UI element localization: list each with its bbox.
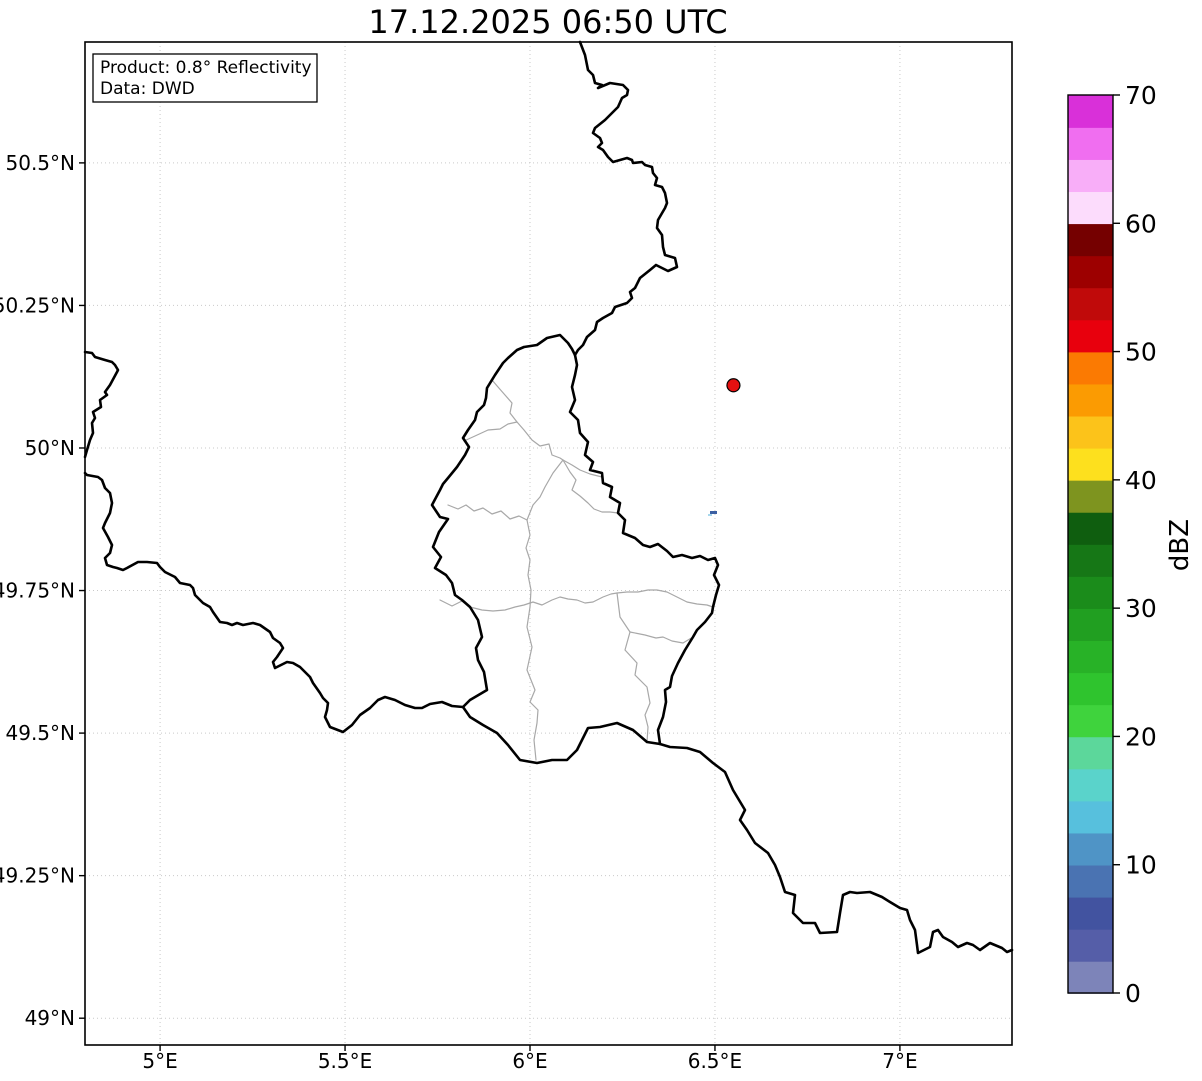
colorbar-band bbox=[1068, 768, 1113, 802]
colorbar-band bbox=[1068, 191, 1113, 225]
y-tick-label: 49°N bbox=[25, 1006, 75, 1030]
colorbar-band bbox=[1068, 511, 1113, 545]
colorbar-tick-label: 30 bbox=[1125, 594, 1157, 623]
y-tick-label: 49.25°N bbox=[0, 864, 75, 888]
colorbar-band bbox=[1068, 383, 1113, 417]
admin-border-path bbox=[629, 631, 694, 644]
colorbar-band bbox=[1068, 287, 1113, 321]
country-border-path bbox=[83, 471, 465, 734]
colorbar-tick-label: 20 bbox=[1125, 722, 1157, 751]
colorbar-band bbox=[1068, 255, 1113, 289]
colorbar-tick-label: 0 bbox=[1125, 979, 1141, 1008]
x-tick-label: 5.5°E bbox=[318, 1049, 372, 1073]
colorbar-band bbox=[1068, 319, 1113, 353]
country-border-path bbox=[83, 350, 120, 459]
colorbar: 0 10 20 30 40 50 60 70 dBZ bbox=[1067, 81, 1195, 1008]
colorbar-tick-label: 50 bbox=[1125, 338, 1157, 367]
y-tick-label: 50.25°N bbox=[0, 293, 75, 317]
admin-border-path bbox=[526, 606, 539, 761]
colorbar-band bbox=[1068, 351, 1113, 385]
colorbar-band bbox=[1068, 127, 1113, 160]
colorbar-tick-label: 10 bbox=[1125, 851, 1157, 880]
admin-border-path bbox=[562, 459, 619, 514]
colorbar-frame bbox=[1067, 94, 1114, 994]
colorbar-band bbox=[1068, 928, 1113, 962]
echo-pixel bbox=[708, 514, 712, 516]
y-tick-label: 50.5°N bbox=[6, 151, 76, 175]
x-tick-label: 6°E bbox=[512, 1049, 547, 1073]
radar-site-dot bbox=[726, 378, 741, 393]
colorbar-band bbox=[1068, 896, 1113, 930]
graticule-gridlines bbox=[85, 42, 1012, 1045]
admin-border-path bbox=[491, 379, 518, 423]
colorbar-tick-label: 60 bbox=[1125, 209, 1157, 238]
admin-border-lines bbox=[439, 379, 714, 761]
info-box-product-line: Product: 0.8° Reflectivity bbox=[100, 58, 312, 78]
colorbar-band bbox=[1068, 544, 1113, 577]
colorbar-tick-label: 70 bbox=[1125, 81, 1157, 110]
country-border-path bbox=[573, 40, 679, 357]
admin-border-path bbox=[616, 592, 651, 743]
x-tick-label: 5°E bbox=[142, 1049, 177, 1073]
colorbar-band bbox=[1068, 640, 1113, 674]
colorbar-band bbox=[1068, 864, 1113, 898]
colorbar-tick-label: 40 bbox=[1125, 466, 1157, 495]
colorbar-band bbox=[1068, 672, 1113, 706]
colorbar-band bbox=[1068, 704, 1113, 738]
x-tick-label: 7°E bbox=[882, 1049, 917, 1073]
plot-frame bbox=[84, 41, 1013, 1046]
colorbar-band bbox=[1068, 479, 1113, 513]
colorbar-axis-label: dBZ bbox=[1165, 519, 1195, 571]
figure-title: 17.12.2025 06:50 UTC bbox=[368, 3, 727, 41]
echo-pixel bbox=[710, 511, 717, 514]
country-border-path bbox=[658, 742, 1014, 955]
country-border-lines bbox=[83, 40, 1014, 955]
y-tick-label: 49.5°N bbox=[6, 721, 76, 745]
x-tick-label: 6.5°E bbox=[688, 1049, 742, 1073]
y-tick-label: 50°N bbox=[25, 436, 75, 460]
colorbar-band bbox=[1068, 800, 1113, 834]
admin-border-path bbox=[447, 504, 528, 521]
colorbar-band bbox=[1068, 960, 1113, 994]
colorbar-ticks: 0 10 20 30 40 50 60 70 bbox=[1113, 81, 1157, 1008]
colorbar-band bbox=[1068, 736, 1113, 770]
country-border-path bbox=[430, 333, 721, 765]
colorbar-band bbox=[1068, 95, 1113, 128]
info-box-frame bbox=[92, 53, 318, 103]
admin-border-path bbox=[439, 589, 714, 612]
radar-site-marker bbox=[726, 378, 741, 393]
radar-echo-pixels bbox=[708, 511, 717, 516]
colorbar-band bbox=[1068, 415, 1113, 449]
admin-border-path bbox=[463, 421, 603, 478]
colorbar-band bbox=[1068, 608, 1113, 642]
x-axis-ticks: 5°E 5.5°E 6°E 6.5°E 7°E bbox=[142, 1045, 918, 1073]
colorbar-band bbox=[1068, 576, 1113, 609]
admin-border-path bbox=[525, 519, 532, 608]
y-axis-ticks: 49°N 49.25°N 49.5°N 49.75°N 50°N 50.25°N 50.5°… bbox=[0, 151, 85, 1030]
admin-border-path bbox=[526, 459, 564, 521]
info-box: Product: 0.8° Reflectivity Data: DWD bbox=[92, 53, 318, 103]
colorbar-band bbox=[1068, 159, 1113, 193]
colorbar-bands bbox=[1068, 95, 1113, 994]
colorbar-band bbox=[1068, 223, 1113, 257]
colorbar-band bbox=[1068, 832, 1113, 866]
y-tick-label: 49.75°N bbox=[0, 579, 75, 603]
info-box-source-line: Data: DWD bbox=[100, 79, 195, 99]
colorbar-band bbox=[1068, 447, 1113, 481]
